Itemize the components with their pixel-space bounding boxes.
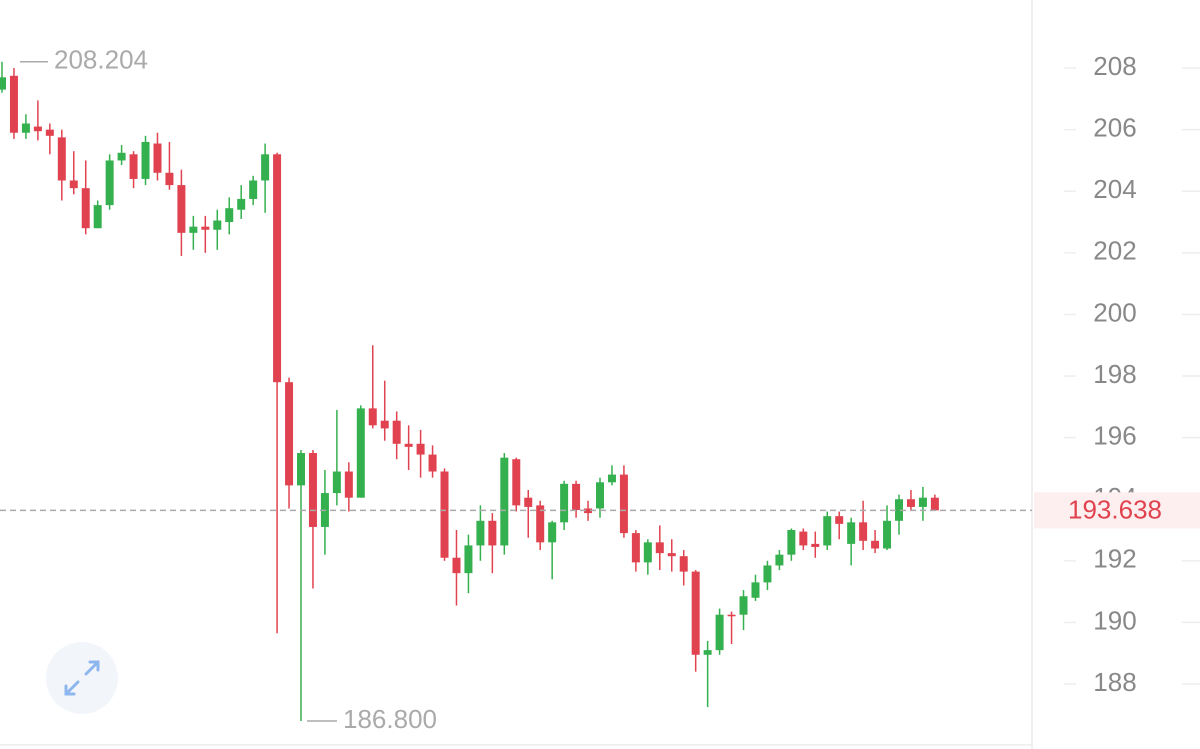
candle-body bbox=[392, 420, 401, 444]
candle-body bbox=[823, 516, 832, 546]
candle-body bbox=[201, 226, 210, 230]
candle-body bbox=[416, 443, 425, 455]
y-tick-label: 202 bbox=[1093, 236, 1136, 266]
candle-body bbox=[57, 137, 66, 181]
expand-button[interactable] bbox=[46, 642, 118, 714]
candle-body bbox=[117, 152, 126, 161]
candle-body bbox=[237, 198, 246, 210]
candle-body bbox=[189, 226, 198, 233]
candle-body bbox=[141, 141, 150, 179]
candle-body bbox=[847, 522, 856, 544]
candle-body bbox=[667, 553, 676, 557]
candle-body bbox=[380, 420, 389, 429]
candle-body bbox=[619, 474, 628, 534]
candle-body bbox=[153, 143, 162, 173]
last-price-box bbox=[1034, 492, 1200, 529]
low-annotation: 186.800 bbox=[343, 704, 437, 734]
candle-body bbox=[452, 557, 461, 574]
candle-body bbox=[763, 565, 772, 583]
y-tick-label: 192 bbox=[1093, 544, 1136, 574]
y-tick-label: 200 bbox=[1093, 297, 1136, 327]
last-price-label: 193.638 bbox=[1068, 494, 1162, 524]
candle-body bbox=[105, 160, 114, 206]
y-tick-label: 198 bbox=[1093, 359, 1136, 389]
y-tick-label: 206 bbox=[1093, 113, 1136, 143]
candle-body bbox=[21, 123, 30, 133]
candle-body bbox=[930, 497, 939, 511]
candle-body bbox=[213, 220, 222, 230]
candle-body bbox=[524, 497, 533, 507]
candle-body bbox=[739, 596, 748, 615]
high-annotation: 208.204 bbox=[54, 45, 148, 75]
candle-body bbox=[225, 208, 234, 223]
candle-body bbox=[835, 516, 844, 524]
candle-body bbox=[81, 188, 90, 229]
candle-body bbox=[572, 483, 581, 511]
candle-body bbox=[261, 154, 270, 181]
candle-body bbox=[249, 180, 258, 199]
candle-body bbox=[464, 545, 473, 574]
candle-body bbox=[703, 650, 712, 655]
candle-body bbox=[285, 382, 294, 486]
candle-body bbox=[33, 126, 42, 132]
candle-body bbox=[69, 180, 78, 189]
candle-body bbox=[500, 457, 509, 546]
candle-body bbox=[655, 542, 664, 554]
candle-body bbox=[691, 571, 700, 655]
y-tick-label: 196 bbox=[1093, 421, 1136, 451]
candle-body bbox=[297, 453, 305, 486]
candle-body bbox=[775, 554, 784, 566]
candle-body bbox=[512, 459, 521, 506]
candle-body bbox=[344, 471, 353, 498]
candle-body bbox=[476, 520, 485, 546]
candle-body bbox=[596, 482, 604, 509]
candle-body bbox=[177, 185, 186, 233]
expand-icon[interactable] bbox=[64, 660, 100, 696]
candle-body bbox=[679, 556, 688, 572]
candle-body bbox=[918, 497, 927, 507]
y-tick-label: 188 bbox=[1093, 667, 1136, 697]
candle-body bbox=[93, 205, 102, 229]
y-tick-label: 204 bbox=[1093, 174, 1136, 204]
candle-body bbox=[895, 499, 903, 521]
candle-body bbox=[0, 77, 6, 90]
candle-body bbox=[715, 614, 724, 651]
candle-body bbox=[859, 522, 868, 541]
candle-body bbox=[631, 533, 640, 563]
candle-body bbox=[787, 530, 796, 555]
candle-body bbox=[751, 582, 760, 598]
candle-body bbox=[129, 154, 138, 179]
candle-body bbox=[883, 520, 892, 549]
candle-body bbox=[273, 154, 282, 383]
candle-body bbox=[428, 454, 437, 472]
candle-body bbox=[560, 483, 569, 523]
candle-body bbox=[643, 542, 652, 563]
y-tick-label: 190 bbox=[1093, 605, 1136, 635]
candle-body bbox=[727, 614, 736, 617]
candle-body bbox=[440, 471, 449, 558]
candle-body bbox=[308, 453, 317, 527]
candle-body bbox=[45, 129, 54, 136]
candle-body bbox=[488, 520, 497, 546]
candle-body bbox=[906, 499, 915, 507]
y-tick-label: 208 bbox=[1093, 51, 1136, 81]
candle-body bbox=[356, 408, 365, 498]
candle-body bbox=[404, 443, 413, 447]
candle-body bbox=[368, 408, 377, 426]
candle-body bbox=[9, 75, 18, 133]
candle-body bbox=[548, 522, 557, 543]
candle-body bbox=[607, 474, 616, 483]
candle-body bbox=[811, 543, 820, 547]
candle-body bbox=[799, 531, 808, 546]
candle-body bbox=[871, 540, 880, 549]
candle-body bbox=[536, 505, 545, 543]
candle-body bbox=[584, 508, 593, 514]
candle-body bbox=[165, 172, 174, 186]
candle-body bbox=[332, 471, 341, 494]
expand-button-bg[interactable] bbox=[46, 642, 118, 714]
